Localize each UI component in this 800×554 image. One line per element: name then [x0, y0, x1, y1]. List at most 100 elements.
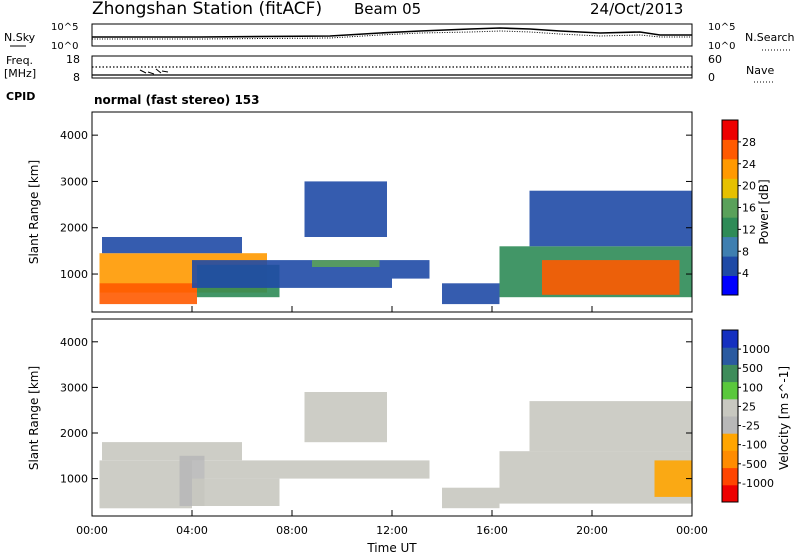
- velocity-ytick-label-0: 1000: [60, 473, 88, 486]
- power-region-1: [99, 283, 197, 305]
- velocity-colorbar-tick-label-1: 500: [742, 362, 763, 375]
- velocity-region-3: [204, 460, 430, 479]
- power-ytick-label-3: 4000: [60, 129, 88, 142]
- nsky-tick-bottom: 10^0: [51, 41, 78, 52]
- power-region-3: [102, 237, 242, 254]
- velocity-colorbar-swatch-7: [722, 364, 738, 383]
- freq-panel: Freq. [MHz] 18 8 60 0 Nave CPID normal (…: [4, 53, 774, 107]
- nsky-frame: [91, 23, 693, 47]
- velocity-ytick-label-2: 3000: [60, 381, 88, 394]
- velocity-region-6: [442, 487, 500, 509]
- freq-label: Freq.: [6, 54, 33, 67]
- freq-scatter-marks: [139, 68, 169, 75]
- velocity-region-5: [192, 478, 280, 506]
- velocity-colorbar-tick-label-2: 100: [742, 381, 763, 394]
- power-ylabel: Slant Range [km]: [27, 160, 41, 264]
- power-colorbar: 28 24 20 16 12 8 4: [721, 119, 756, 296]
- velocity-panel: 1000 2000 3000 4000 Slant Range [km] 1000 50…: [27, 306, 791, 554]
- nsky-label: N.Sky: [4, 31, 36, 44]
- power-region-5: [312, 260, 380, 267]
- power-colorbar-swatch-4: [722, 197, 738, 218]
- cpid-label: CPID: [6, 90, 35, 103]
- power-colorbar-tick-label-6: 4: [742, 267, 749, 280]
- nsky-panel: N.Sky 10^5 10^0 10^5 10^0 N.Search: [4, 22, 795, 52]
- power-colorbar-tick-label-1: 24: [742, 158, 756, 171]
- power-colorbar-swatch-7: [722, 139, 738, 160]
- nsearch-tick-bottom: 10^0: [708, 41, 735, 52]
- nave-label: Nave: [746, 64, 774, 77]
- nsearch-tick-top: 10^5: [708, 22, 735, 33]
- velocity-region-1: [102, 442, 242, 461]
- time-xtick-label-2: 08:00: [276, 524, 308, 537]
- time-x-ticks: 00:00 04:00 08:00 12:00 16:00 20:00 00:00: [76, 306, 708, 537]
- velocity-region-4: [304, 392, 387, 443]
- power-colorbar-swatch-2: [722, 236, 738, 257]
- nsearch-label: N.Search: [745, 31, 795, 44]
- power-panel: 1000 2000 3000 4000 Slant Range [km] 28 24 20…: [27, 111, 771, 313]
- freq-tick-bottom: 8: [73, 71, 80, 84]
- time-xtick-label-4: 16:00: [476, 524, 508, 537]
- power-colorbar-label: Power [dB]: [757, 179, 771, 244]
- power-colorbar-tick-label-4: 12: [742, 223, 756, 236]
- power-ytick-label-1: 2000: [60, 222, 88, 235]
- power-region-10: [542, 260, 680, 295]
- velocity-colorbar-tick-label-5: -100: [742, 439, 767, 452]
- velocity-data: [99, 392, 692, 509]
- velocity-colorbar-swatch-3: [722, 433, 738, 451]
- cpid-text: normal (fast stereo) 153: [94, 93, 260, 107]
- power-region-11: [529, 190, 692, 247]
- power-colorbar-tick-label-2: 20: [742, 180, 756, 193]
- power-y-ticks: 1000 2000 3000 4000: [60, 129, 692, 281]
- power-colorbar-tick-label-5: 8: [742, 245, 749, 258]
- power-colorbar-tick-label-3: 16: [742, 202, 756, 215]
- velocity-region-9: [529, 401, 692, 452]
- power-data: [99, 181, 692, 305]
- station-title: Zhongshan Station (fitACF): [92, 0, 322, 19]
- velocity-region-8: [654, 460, 692, 497]
- nave-tick-top: 60: [708, 53, 722, 66]
- time-xtick-label-6: 00:00: [676, 524, 708, 537]
- power-region-7: [392, 260, 430, 279]
- velocity-colorbar-swatch-8: [722, 347, 738, 365]
- velocity-colorbar-label: Velocity [m s^-1]: [777, 366, 791, 470]
- power-colorbar-swatch-0: [722, 275, 738, 296]
- velocity-colorbar-swatch-5: [722, 398, 738, 417]
- time-xtick-label-5: 20:00: [576, 524, 608, 537]
- velocity-colorbar-swatch-2: [722, 450, 738, 469]
- velocity-colorbar-tick-label-4: -25: [742, 420, 760, 433]
- date-label: 24/Oct/2013: [590, 0, 683, 18]
- velocity-colorbar-frame: [721, 329, 739, 503]
- velocity-colorbar-swatch-6: [722, 381, 738, 400]
- power-ytick-label-0: 1000: [60, 268, 88, 281]
- freq-unit: [MHz]: [4, 67, 36, 80]
- velocity-colorbar-swatch-9: [722, 330, 738, 348]
- time-xtick-label-1: 04:00: [176, 524, 208, 537]
- velocity-colorbar-tick-label-3: 25: [742, 400, 756, 413]
- velocity-colorbar-swatch-4: [722, 416, 738, 434]
- velocity-colorbar-swatch-1: [722, 467, 738, 486]
- nsearch-series-line: [92, 30, 692, 40]
- velocity-colorbar-tick-label-0: 1000: [742, 343, 770, 356]
- power-colorbar-tick-label-0: 28: [742, 136, 756, 149]
- velocity-colorbar-tick-label-7: -1000: [742, 477, 774, 490]
- power-region-6: [304, 181, 387, 237]
- freq-tick-top: 18: [66, 53, 80, 66]
- time-xlabel: Time UT: [366, 541, 417, 554]
- velocity-ylabel: Slant Range [km]: [27, 366, 41, 470]
- velocity-colorbar-tick-label-6: -500: [742, 458, 767, 471]
- velocity-y-ticks: 1000 2000 3000 4000: [60, 336, 692, 486]
- power-colorbar-swatch-1: [722, 256, 738, 276]
- nsky-tick-top: 10^5: [51, 22, 78, 33]
- velocity-region-0: [99, 460, 192, 509]
- velocity-colorbar: 1000 500 100 25 -25 -100 -500 -1000: [721, 329, 774, 503]
- power-region-8: [442, 283, 500, 305]
- time-xtick-label-0: 00:00: [76, 524, 108, 537]
- nave-tick-bottom: 0: [708, 71, 715, 84]
- velocity-ytick-label-3: 4000: [60, 336, 88, 349]
- power-colorbar-swatch-8: [722, 120, 738, 140]
- power-ytick-label-2: 3000: [60, 175, 88, 188]
- power-colorbar-swatch-5: [722, 178, 738, 199]
- velocity-colorbar-swatch-0: [722, 484, 738, 503]
- velocity-ytick-label-1: 2000: [60, 427, 88, 440]
